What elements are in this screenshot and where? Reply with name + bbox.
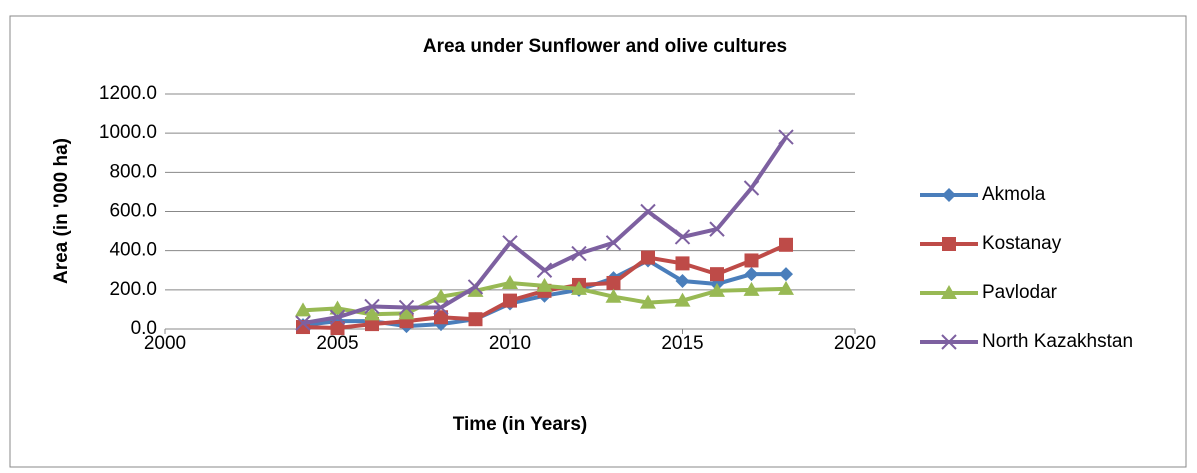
y-tick-label: 0.0 <box>131 318 157 339</box>
data-point <box>468 312 483 327</box>
y-tick-label: 1000.0 <box>99 122 157 143</box>
data-point <box>605 288 622 303</box>
data-point <box>743 180 760 196</box>
data-point <box>330 321 345 336</box>
legend-label: North Kazakhstan <box>982 331 1133 352</box>
data-point <box>502 274 518 289</box>
data-point <box>536 277 553 292</box>
legend-label: Kostanay <box>982 233 1062 254</box>
chart-border <box>9 15 1187 468</box>
legend-marker <box>942 237 956 251</box>
data-point <box>709 221 725 237</box>
data-point <box>674 292 691 307</box>
x-axis-label: Time (in Years) <box>453 414 587 435</box>
data-point <box>640 203 656 220</box>
legend-label: Pavlodar <box>982 282 1058 303</box>
y-tick-label: 600.0 <box>109 201 157 222</box>
data-point <box>434 310 448 325</box>
data-point <box>467 279 484 295</box>
y-axis-label: Area (in '000 ha) <box>51 138 72 284</box>
x-tick-label: 2015 <box>661 333 703 354</box>
data-point <box>606 275 621 290</box>
x-tick-label: 2000 <box>144 333 186 354</box>
x-tick-label: 2005 <box>316 333 358 354</box>
data-point <box>709 282 725 297</box>
x-tick-label: 2020 <box>834 333 876 354</box>
x-tick-label: 2010 <box>489 333 531 354</box>
data-point <box>640 294 656 309</box>
legend-marker <box>941 285 957 299</box>
y-tick-label: 200.0 <box>109 279 157 300</box>
data-point <box>674 229 691 245</box>
data-point <box>329 309 346 325</box>
legend-marker <box>941 334 957 350</box>
data-point <box>779 237 793 252</box>
data-point <box>571 280 587 295</box>
data-point <box>779 267 793 282</box>
data-point <box>365 317 379 332</box>
data-point <box>641 250 655 265</box>
data-point <box>744 267 759 282</box>
data-point <box>295 302 311 317</box>
data-point <box>364 298 380 315</box>
legend-marker <box>942 188 956 202</box>
data-point <box>398 305 415 320</box>
data-point <box>329 300 346 315</box>
data-point <box>778 280 794 295</box>
data-point <box>295 315 311 331</box>
y-tick-label: 400.0 <box>109 240 157 261</box>
data-point <box>536 262 553 278</box>
data-point <box>675 256 690 271</box>
legend-label: Akmola <box>982 184 1046 205</box>
data-point <box>433 288 449 303</box>
y-tick-label: 800.0 <box>109 161 157 182</box>
data-point <box>433 299 449 316</box>
data-point <box>778 129 794 145</box>
data-point <box>502 235 518 251</box>
data-point <box>605 235 622 251</box>
data-point <box>503 293 517 308</box>
data-point <box>744 253 759 268</box>
data-point <box>675 274 690 289</box>
data-point <box>398 299 415 316</box>
data-point <box>364 306 380 321</box>
data-point <box>710 267 724 282</box>
data-point <box>743 281 760 296</box>
y-tick-label: 1200.0 <box>99 83 157 104</box>
chart-title: Area under Sunflower and olive cultures <box>423 36 787 57</box>
data-point <box>467 282 484 297</box>
data-point <box>571 245 587 262</box>
